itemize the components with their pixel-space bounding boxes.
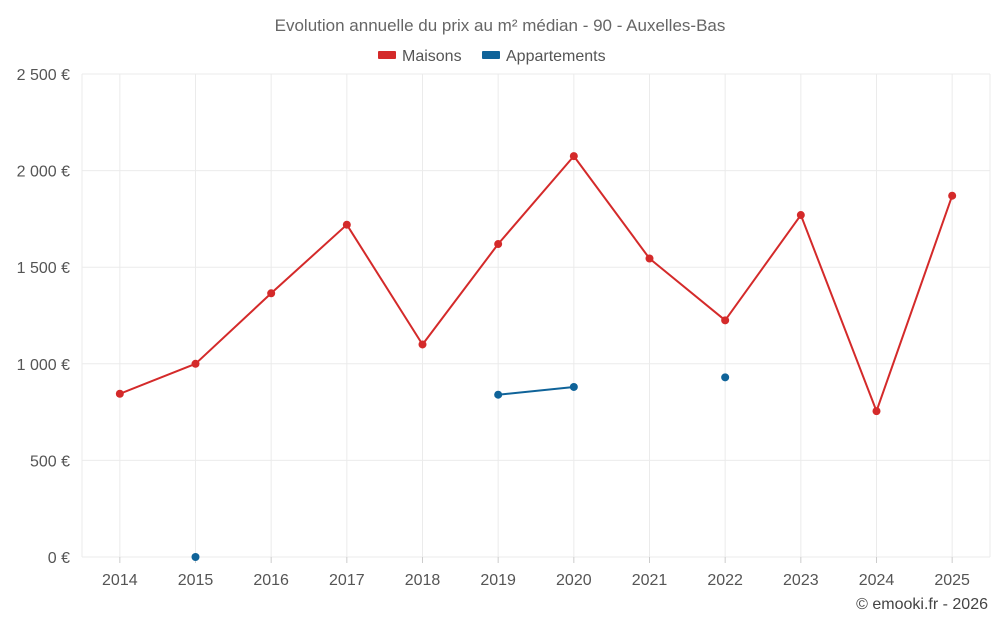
x-tick-label: 2014 [102, 572, 138, 589]
data-point-appartements-2015[interactable] [191, 553, 200, 561]
data-point-maisons-2016[interactable] [267, 289, 276, 298]
y-tick-label: 500 € [30, 453, 70, 470]
y-axis: 0 € 500 € 1 000 € 1 500 € 2 000 € 2 500 € [17, 67, 70, 567]
data-point-appartements-2019[interactable] [494, 390, 503, 399]
legend-item-appartements[interactable]: Appartements [482, 48, 606, 65]
legend-label-maisons: Maisons [402, 48, 462, 65]
x-tick-label: 2018 [405, 572, 441, 589]
series-appartements [191, 373, 730, 561]
series-layer [115, 152, 957, 561]
x-tick-label: 2021 [632, 572, 668, 589]
data-point-maisons-2025[interactable] [948, 191, 957, 200]
data-point-maisons-2020[interactable] [569, 152, 578, 161]
legend-label-appartements: Appartements [506, 48, 606, 65]
x-tick-label: 2019 [480, 572, 516, 589]
data-point-maisons-2015[interactable] [191, 359, 200, 368]
x-tick-label: 2022 [707, 572, 743, 589]
data-point-maisons-2019[interactable] [494, 240, 503, 249]
chart-title: Evolution annuelle du prix au m² médian … [275, 16, 726, 35]
y-tick-label: 1 000 € [17, 357, 70, 374]
legend: Maisons Appartements [378, 48, 606, 65]
x-tick-label: 2023 [783, 572, 819, 589]
series-line-appartements [498, 385, 574, 396]
x-tick-label: 2025 [934, 572, 970, 589]
y-tick-label: 2 500 € [17, 67, 70, 84]
data-point-maisons-2023[interactable] [796, 211, 805, 220]
y-tick-label: 0 € [48, 550, 70, 567]
data-point-maisons-2024[interactable] [872, 407, 881, 416]
data-point-maisons-2018[interactable] [418, 340, 427, 349]
gridlines [81, 73, 991, 558]
series-line-maisons [119, 155, 954, 413]
credit-text[interactable]: © emooki.fr - 2026 [856, 596, 988, 613]
legend-swatch-appartements [482, 51, 500, 59]
legend-swatch-maisons [378, 51, 396, 59]
x-axis: 2014 2015 2016 2017 2018 2019 2020 2021 2022 2023… [102, 557, 970, 589]
x-tick-label: 2015 [178, 572, 214, 589]
x-tick-label: 2017 [329, 572, 365, 589]
data-point-maisons-2022[interactable] [721, 316, 730, 325]
y-tick-label: 1 500 € [17, 260, 70, 277]
data-point-appartements-2020[interactable] [569, 382, 578, 391]
data-point-maisons-2014[interactable] [115, 389, 124, 398]
data-point-appartements-2022[interactable] [721, 373, 730, 382]
data-point-maisons-2017[interactable] [342, 220, 351, 229]
legend-item-maisons[interactable]: Maisons [378, 48, 462, 65]
y-tick-label: 2 000 € [17, 164, 70, 181]
data-point-maisons-2021[interactable] [645, 254, 654, 263]
x-tick-label: 2020 [556, 572, 592, 589]
x-tick-label: 2024 [859, 572, 895, 589]
x-tick-label: 2016 [253, 572, 289, 589]
series-maisons [115, 152, 957, 416]
